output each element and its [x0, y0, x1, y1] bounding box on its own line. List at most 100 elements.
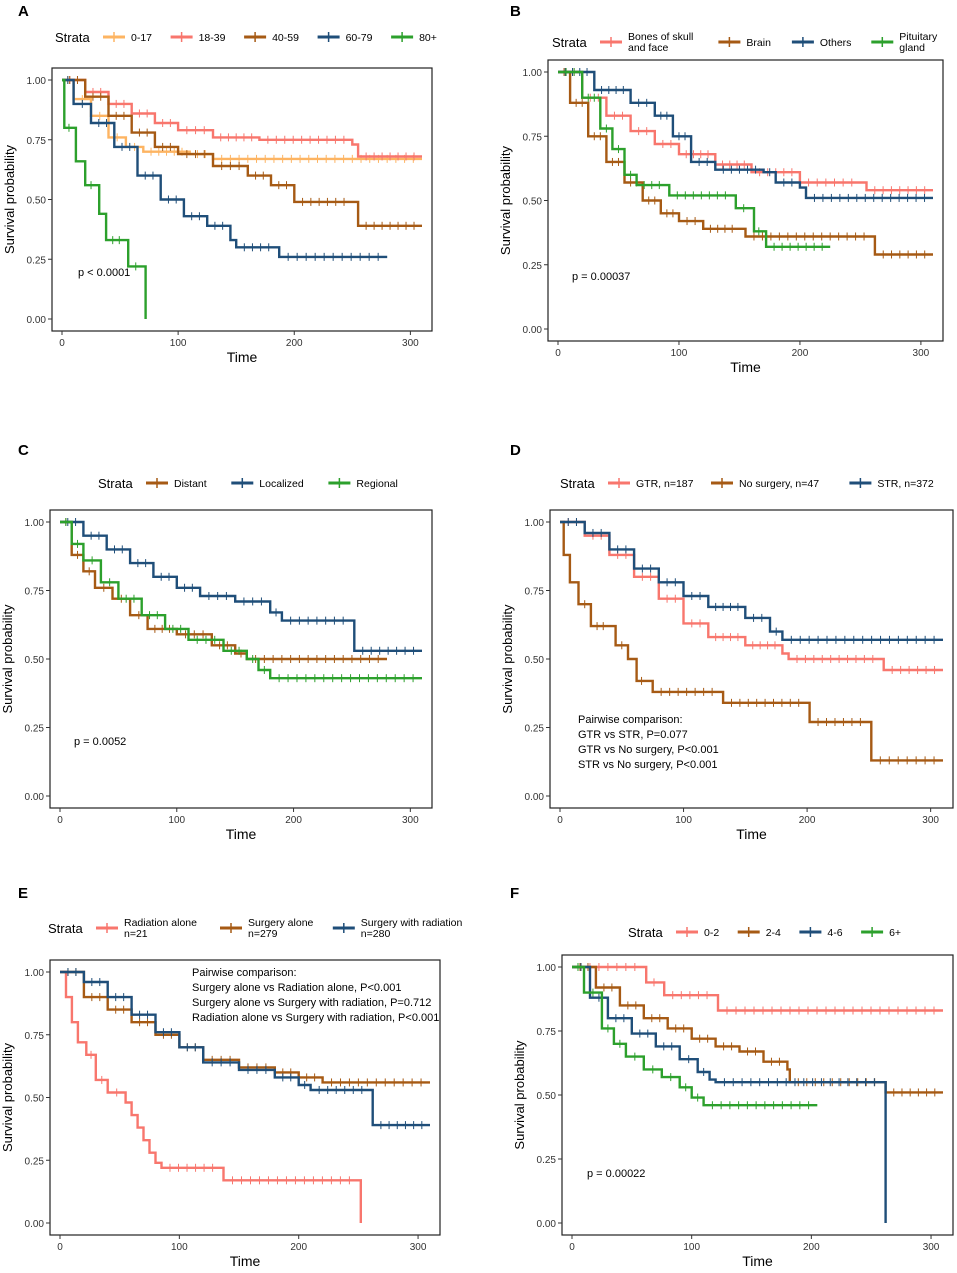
- legend-label: Brain: [746, 37, 771, 49]
- survival-curve: [572, 965, 943, 1012]
- x-tick-label: 0: [557, 815, 563, 826]
- p-value-label: p = 0.00022: [587, 1168, 645, 1180]
- panel-f: F 0.00 0.25 0.50 0.75 1.00 0 100 200 300 Time Survi…: [510, 885, 954, 1269]
- x-tick-label: 200: [799, 815, 816, 826]
- y-tick-label: 1.00: [27, 76, 47, 87]
- y-tick-label: 0.50: [25, 655, 45, 666]
- survival-curve: [572, 965, 887, 1223]
- panel-d: D 0.00 0.25 0.50 0.75 1.00 0 100 200 300 Time Survi…: [500, 442, 954, 842]
- survival-curve: [60, 520, 387, 661]
- y-tick-label: 0.00: [25, 1219, 45, 1230]
- y-tick-label: 0.75: [523, 132, 543, 143]
- x-tick-label: 300: [922, 815, 939, 826]
- y-tick-label: 0.00: [25, 792, 45, 803]
- survival-curve: [558, 70, 933, 192]
- survival-curve: [62, 78, 422, 158]
- legend-label: Radiation alone n=21: [124, 917, 197, 940]
- y-tick-label: 0.25: [523, 261, 543, 272]
- y-tick-label: 0.75: [537, 1027, 557, 1038]
- y-axis-label: Survival probability: [500, 604, 515, 714]
- x-axis-label: Time: [736, 826, 767, 842]
- legend-label: GTR, n=187: [636, 478, 694, 490]
- legend-title: Strata: [560, 476, 595, 491]
- legend-title: Strata: [98, 476, 133, 491]
- legend-label: 6+: [889, 927, 901, 939]
- y-tick-label: 0.00: [525, 792, 545, 803]
- x-axis-label: Time: [742, 1253, 773, 1269]
- panel-b: B 0.00 0.25 0.50 0.75 1.00 0 100 200 300 Time Survi…: [498, 3, 944, 375]
- x-axis-label: Time: [227, 349, 258, 365]
- x-tick-label: 200: [286, 338, 303, 349]
- x-axis-label: Time: [230, 1253, 261, 1269]
- x-tick-label: 0: [57, 815, 63, 826]
- pairwise-comparison-line: Pairwise comparison:: [578, 714, 683, 726]
- legend: Strata Bones of skull and face Brain Others P…: [552, 31, 938, 54]
- legend-label: 60-79: [346, 32, 373, 44]
- y-tick-label: 0.50: [537, 1091, 557, 1102]
- panel-label: F: [510, 885, 519, 902]
- legend-label: 2-4: [766, 927, 781, 939]
- panel-label: E: [18, 885, 28, 902]
- x-tick-label: 100: [168, 815, 185, 826]
- y-tick-label: 0.75: [27, 136, 47, 147]
- legend-label: Others: [820, 37, 852, 49]
- x-tick-label: 200: [290, 1242, 307, 1253]
- pairwise-comparison-line: Surgery alone vs Surgery with radiation,…: [192, 997, 431, 1009]
- legend: Strata 0-2 2-4 4-6 6+: [628, 925, 901, 940]
- legend-label: Bones of skull and face: [628, 31, 693, 54]
- x-tick-label: 100: [170, 338, 187, 349]
- x-tick-label: 300: [402, 815, 419, 826]
- legend-label: No surgery, n=47: [739, 478, 819, 490]
- survival-curve: [560, 520, 943, 641]
- y-tick-label: 1.00: [523, 68, 543, 79]
- survival-curve: [62, 78, 388, 259]
- y-axis-label: Survival probability: [2, 144, 17, 254]
- legend-label: 4-6: [827, 927, 842, 939]
- panel-label: A: [18, 3, 29, 20]
- y-tick-label: 0.00: [523, 325, 543, 336]
- panel-label: B: [510, 3, 521, 20]
- legend-title: Strata: [55, 30, 90, 45]
- legend-title: Strata: [48, 921, 83, 936]
- y-tick-label: 1.00: [537, 963, 557, 974]
- legend-label: Pituitary gland: [899, 31, 938, 54]
- y-tick-label: 0.25: [25, 724, 45, 735]
- p-value-label: p = 0.00037: [572, 271, 630, 283]
- x-tick-label: 0: [59, 338, 65, 349]
- x-tick-label: 200: [792, 348, 809, 359]
- y-tick-label: 0.25: [525, 724, 545, 735]
- y-tick-label: 0.50: [25, 1094, 45, 1105]
- y-tick-label: 0.50: [525, 655, 545, 666]
- pairwise-comparison-line: GTR vs STR, P=0.077: [578, 729, 688, 741]
- survival-curve: [558, 70, 933, 200]
- y-tick-label: 1.00: [25, 968, 45, 979]
- survival-curve: [560, 520, 943, 672]
- y-tick-label: 0.75: [25, 1031, 45, 1042]
- y-tick-label: 0.00: [27, 315, 47, 326]
- panel-a: A 0.00 0.25 0.50 0.75 1.00 0 100 200 300 Time Survi…: [2, 3, 437, 365]
- legend-title: Strata: [552, 35, 587, 50]
- legend-label: STR, n=372: [877, 478, 933, 490]
- p-value-label: p = 0.0052: [74, 736, 126, 748]
- pairwise-comparison-line: Radiation alone vs Surgery with radiatio…: [192, 1012, 439, 1024]
- survival-curve: [60, 970, 362, 1223]
- y-tick-label: 0.75: [25, 587, 45, 598]
- panel-label: D: [510, 442, 521, 459]
- legend: Strata Radiation alone n=21 Surgery alone n=…: [48, 917, 463, 940]
- x-tick-label: 100: [683, 1242, 700, 1253]
- survival-curve: [572, 965, 943, 1094]
- legend-label: Regional: [356, 478, 397, 490]
- pairwise-comparison-line: STR vs No surgery, P<0.001: [578, 759, 718, 771]
- x-tick-label: 300: [913, 348, 930, 359]
- legend-label: 0-17: [131, 32, 152, 44]
- survival-curve: [558, 70, 933, 256]
- legend-label: Distant: [174, 478, 207, 490]
- pairwise-comparison-line: Surgery alone vs Radiation alone, P<0.00…: [192, 982, 401, 994]
- legend: Strata 0-17 18-39 40-59 60-79 80+: [55, 30, 437, 45]
- legend-title: Strata: [628, 925, 663, 940]
- legend: Strata Distant Localized Regional: [98, 476, 398, 491]
- legend: Strata GTR, n=187 No surgery, n=47 STR, n=3…: [560, 476, 934, 491]
- survival-curve: [560, 520, 943, 762]
- legend-label: 0-2: [704, 927, 719, 939]
